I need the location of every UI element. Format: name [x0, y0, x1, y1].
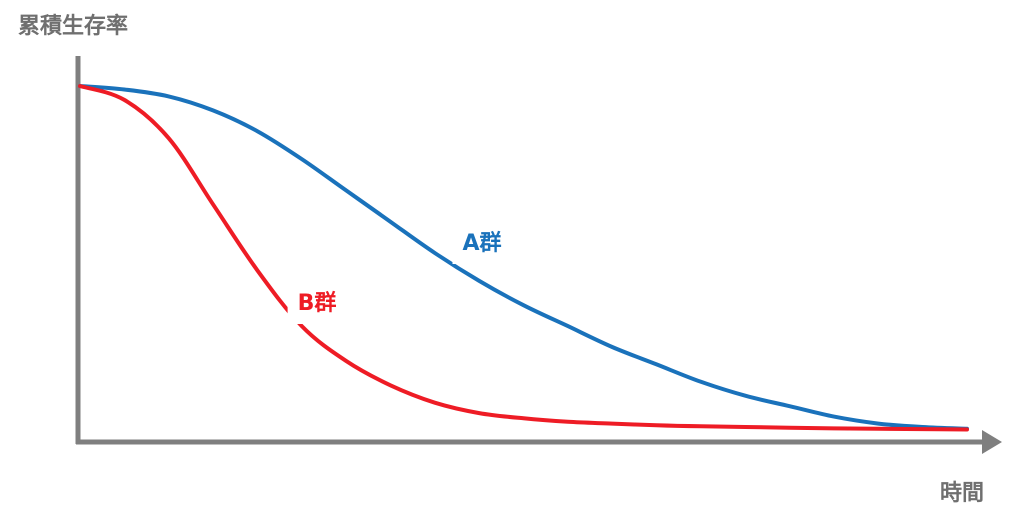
x-axis-arrowhead — [982, 430, 1002, 454]
series-label-b: B群 — [298, 290, 337, 316]
series-label-a: A群 — [462, 230, 501, 256]
series-layer: A群 B群 — [78, 84, 969, 432]
series-label-background — [452, 222, 512, 264]
x-axis-title: 時間 — [940, 481, 984, 506]
series-label-background — [287, 282, 347, 324]
series-line-b — [78, 84, 969, 432]
y-axis-title: 累積生存率 — [18, 13, 128, 39]
series-line-a — [78, 84, 969, 431]
